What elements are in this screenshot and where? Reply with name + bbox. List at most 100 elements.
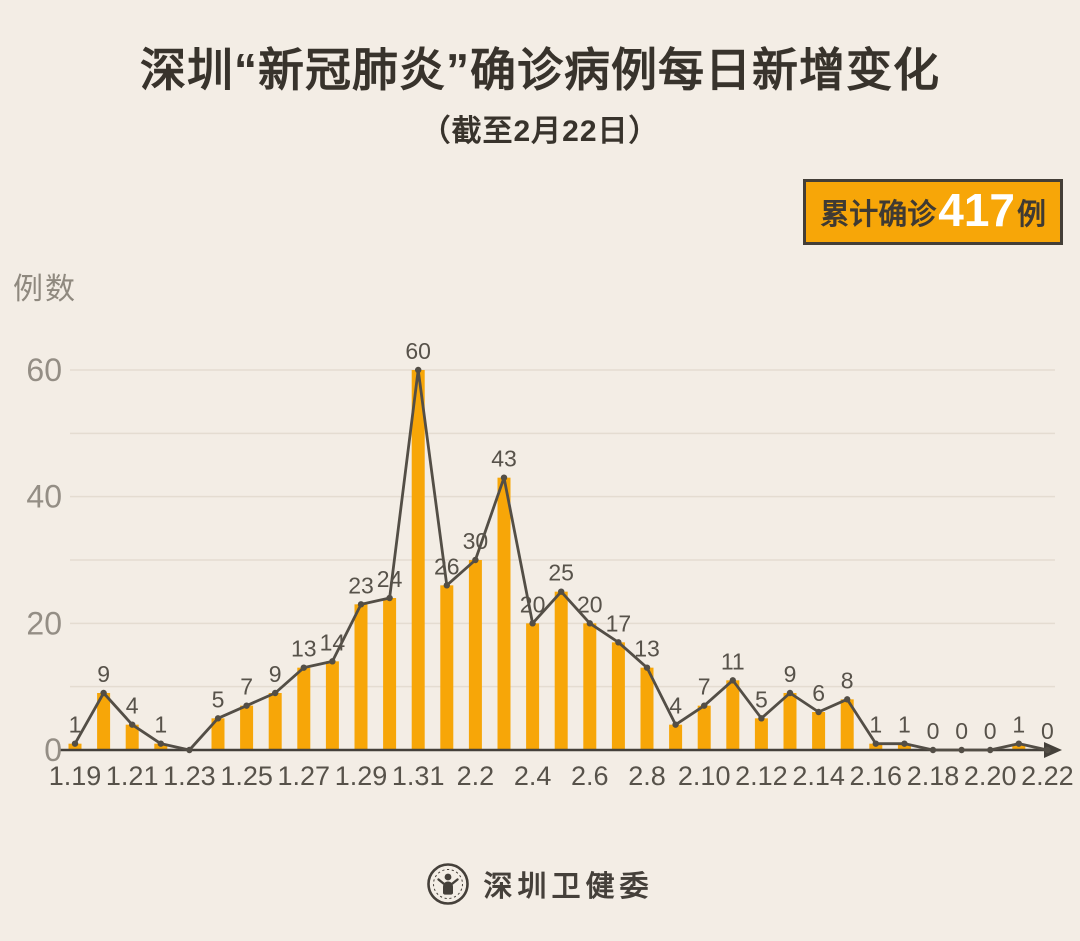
data-label: 9 [784, 661, 797, 687]
bar [297, 667, 311, 750]
bar [840, 699, 854, 750]
data-label: 5 [212, 686, 225, 712]
data-label: 17 [606, 610, 632, 636]
point-marker [815, 708, 822, 716]
point-marker [357, 601, 365, 608]
bar [754, 718, 768, 750]
point-marker [1044, 746, 1051, 754]
point-marker [729, 677, 736, 684]
point-marker [186, 746, 193, 754]
data-label: 24 [377, 566, 403, 592]
data-label: 4 [126, 693, 139, 719]
point-marker [1015, 740, 1022, 747]
bar [526, 623, 540, 750]
point-marker [472, 556, 479, 564]
x-tick-label: 2.12 [735, 761, 788, 791]
point-marker [643, 664, 651, 671]
point-marker [929, 746, 937, 754]
x-tick-label: 1.19 [49, 761, 102, 791]
footer-org-name: 深圳卫健委 [483, 871, 654, 903]
bar [697, 705, 711, 750]
data-label: 14 [320, 629, 346, 655]
data-label: 30 [463, 528, 489, 554]
badge-total-value: 417 [938, 184, 1015, 236]
x-tick-label: 1.25 [220, 761, 273, 791]
point-marker [701, 702, 708, 709]
data-label: 0 [984, 718, 997, 744]
data-label: 43 [491, 446, 517, 472]
point-marker [129, 721, 136, 728]
y-tick-label: 60 [26, 352, 62, 388]
data-label: 6 [812, 680, 825, 706]
bar [440, 585, 454, 750]
point-marker [987, 746, 994, 754]
badge-suffix-label: 例 [1016, 199, 1046, 231]
point-marker [558, 588, 565, 595]
badge-prefix-label: 累计确诊 [820, 199, 937, 231]
x-axis-arrow-icon [1044, 742, 1062, 758]
bar [640, 667, 654, 750]
x-tick-label: 1.27 [278, 761, 331, 791]
point-marker [415, 366, 422, 374]
bar [97, 693, 111, 750]
y-tick-label: 20 [26, 605, 62, 641]
x-tick-label: 2.18 [907, 761, 960, 791]
point-marker [300, 664, 307, 671]
point-marker [329, 658, 336, 665]
bar [726, 680, 740, 750]
point-marker [958, 746, 965, 754]
point-marker [100, 689, 107, 697]
data-label: 1 [1012, 712, 1025, 738]
bar [783, 693, 797, 750]
x-tick-label: 1.31 [392, 761, 445, 791]
cumulative-total-badge: 累计确诊 417 例 [803, 179, 1063, 245]
point-marker [844, 696, 851, 703]
point-marker [672, 721, 679, 728]
data-label: 0 [955, 718, 968, 744]
data-label: 8 [841, 667, 854, 693]
bar [325, 661, 339, 750]
point-marker [529, 620, 536, 627]
bar [240, 705, 254, 750]
data-label: 4 [669, 693, 682, 719]
point-marker [615, 639, 622, 646]
data-label: 0 [927, 718, 940, 744]
bar [497, 477, 511, 750]
x-tick-label: 1.29 [335, 761, 388, 791]
data-label: 1 [154, 712, 167, 738]
point-marker [214, 715, 222, 722]
bar [812, 712, 826, 750]
x-tick-label: 2.4 [514, 761, 552, 791]
bar [554, 591, 568, 750]
point-marker [758, 715, 765, 722]
bar [211, 718, 225, 750]
data-label: 13 [291, 636, 317, 662]
bar [125, 724, 139, 750]
point-marker [386, 594, 393, 602]
bar [383, 598, 397, 750]
data-label: 26 [434, 553, 460, 579]
shenzhen-health-commission-logo-icon [427, 863, 470, 905]
page-subtitle: （截至2月22日） [420, 115, 660, 148]
bar [411, 370, 425, 750]
data-label: 1 [69, 712, 82, 738]
point-marker [901, 740, 908, 747]
data-label: 11 [721, 648, 745, 674]
point-marker [71, 740, 79, 747]
point-marker [157, 740, 164, 747]
x-tick-label: 2.16 [850, 761, 903, 791]
data-label: 7 [698, 674, 711, 700]
x-tick-label: 1.23 [163, 761, 216, 791]
x-tick-label: 2.8 [628, 761, 666, 791]
x-tick-label: 2.20 [964, 761, 1017, 791]
bar [354, 604, 368, 750]
point-marker [443, 582, 450, 589]
data-label: 25 [548, 560, 574, 586]
data-label: 7 [240, 674, 253, 700]
data-label: 5 [755, 686, 768, 712]
x-tick-label: 1.21 [106, 761, 159, 791]
bar [611, 642, 625, 750]
footer: 深圳卫健委 [0, 862, 1080, 906]
